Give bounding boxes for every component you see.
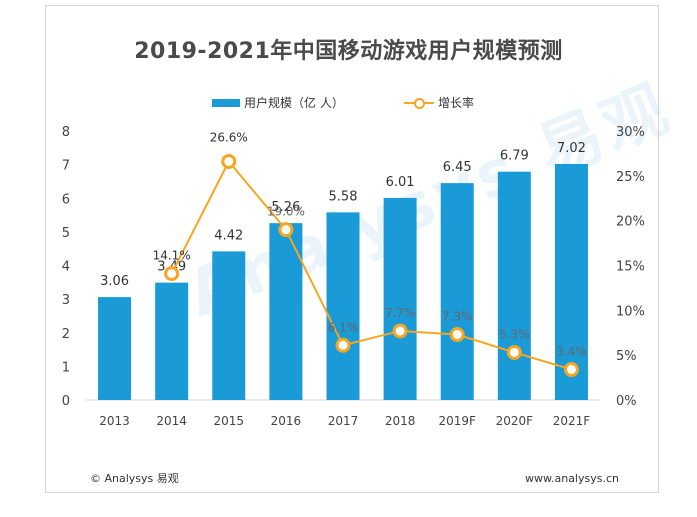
y-right-tick-label: 30% xyxy=(616,125,645,140)
growth-value-label: 26.6% xyxy=(210,130,248,144)
bar xyxy=(554,163,588,400)
y-right-tick-label: 25% xyxy=(616,170,645,185)
growth-point xyxy=(506,344,522,360)
y-left-tick-label: 5 xyxy=(62,226,70,241)
bar xyxy=(98,297,132,400)
legend-bar-label: 用户规模（亿 人） xyxy=(244,96,344,110)
y-right-tick-label: 15% xyxy=(616,260,645,275)
growth-point xyxy=(563,362,579,378)
x-tick-label: 2019F xyxy=(438,414,476,428)
x-tick-label: 2013 xyxy=(99,414,130,428)
growth-value-label: 5.3% xyxy=(499,327,530,341)
growth-line xyxy=(170,159,572,371)
x-tick-label: 2016 xyxy=(271,414,302,428)
y-right-tick-label: 5% xyxy=(616,349,637,364)
x-tick-label: 2018 xyxy=(385,414,416,428)
y-left-tick-label: 3 xyxy=(62,293,70,308)
growth-point xyxy=(392,323,408,339)
y-left-tick-label: 2 xyxy=(62,327,70,342)
growth-point xyxy=(449,327,465,343)
x-tick-label: 2017 xyxy=(328,414,359,428)
bar xyxy=(383,197,417,400)
legend-line-label: 增长率 xyxy=(438,96,475,110)
growth-point xyxy=(221,153,237,169)
bar-value-label: 5.58 xyxy=(329,189,358,204)
y-left-tick-label: 8 xyxy=(62,125,70,140)
x-tick-label: 2021F xyxy=(553,414,591,428)
y-left-tick-label: 1 xyxy=(62,360,70,375)
bar-value-label: 4.42 xyxy=(214,228,243,243)
legend-line: 增长率 xyxy=(404,94,474,111)
bar xyxy=(155,282,189,400)
bar xyxy=(497,171,531,400)
growth-point xyxy=(278,222,294,238)
bar-value-label: 5.26 xyxy=(271,200,300,215)
growth-value-label: 6.1% xyxy=(328,320,359,334)
bar-value-label: 6.79 xyxy=(500,149,529,164)
bar xyxy=(440,183,474,400)
y-left-tick-label: 6 xyxy=(62,192,70,207)
bar-value-label: 7.02 xyxy=(557,141,586,156)
copyright-text: © Analysys 易观 xyxy=(90,472,179,485)
growth-value-label: 3.4% xyxy=(556,345,587,359)
legend-bar-swatch xyxy=(212,98,240,107)
legend-bar: 用户规模（亿 人） xyxy=(212,94,344,111)
y-right-tick-label: 0% xyxy=(616,394,637,409)
growth-value-label: 19.0% xyxy=(267,205,305,219)
y-left-tick-label: 4 xyxy=(62,260,70,275)
bar-value-label: 3.06 xyxy=(100,274,129,289)
bar-value-label: 6.45 xyxy=(443,160,472,175)
x-tick-label: 2014 xyxy=(156,414,187,428)
website-text: www.analysys.cn xyxy=(525,472,619,485)
x-tick-label: 2020F xyxy=(496,414,534,428)
bar xyxy=(269,223,303,400)
chart-title: 2019-2021年中国移动游戏用户规模预测 xyxy=(134,39,563,64)
growth-value-label: 7.3% xyxy=(442,310,473,324)
growth-point xyxy=(335,337,351,353)
bar xyxy=(212,251,246,400)
growth-point xyxy=(164,266,180,282)
y-right-tick-label: 10% xyxy=(616,304,645,319)
growth-value-label: 7.7% xyxy=(385,306,416,320)
bar-value-label: 6.01 xyxy=(386,175,415,190)
y-left-tick-label: 0 xyxy=(62,394,70,409)
legend-line-swatch xyxy=(404,97,434,109)
bar xyxy=(326,212,360,400)
y-right-tick-label: 20% xyxy=(616,215,645,230)
growth-value-label: 14.1% xyxy=(153,249,191,263)
x-tick-label: 2015 xyxy=(214,414,245,428)
y-left-tick-label: 7 xyxy=(62,159,70,174)
